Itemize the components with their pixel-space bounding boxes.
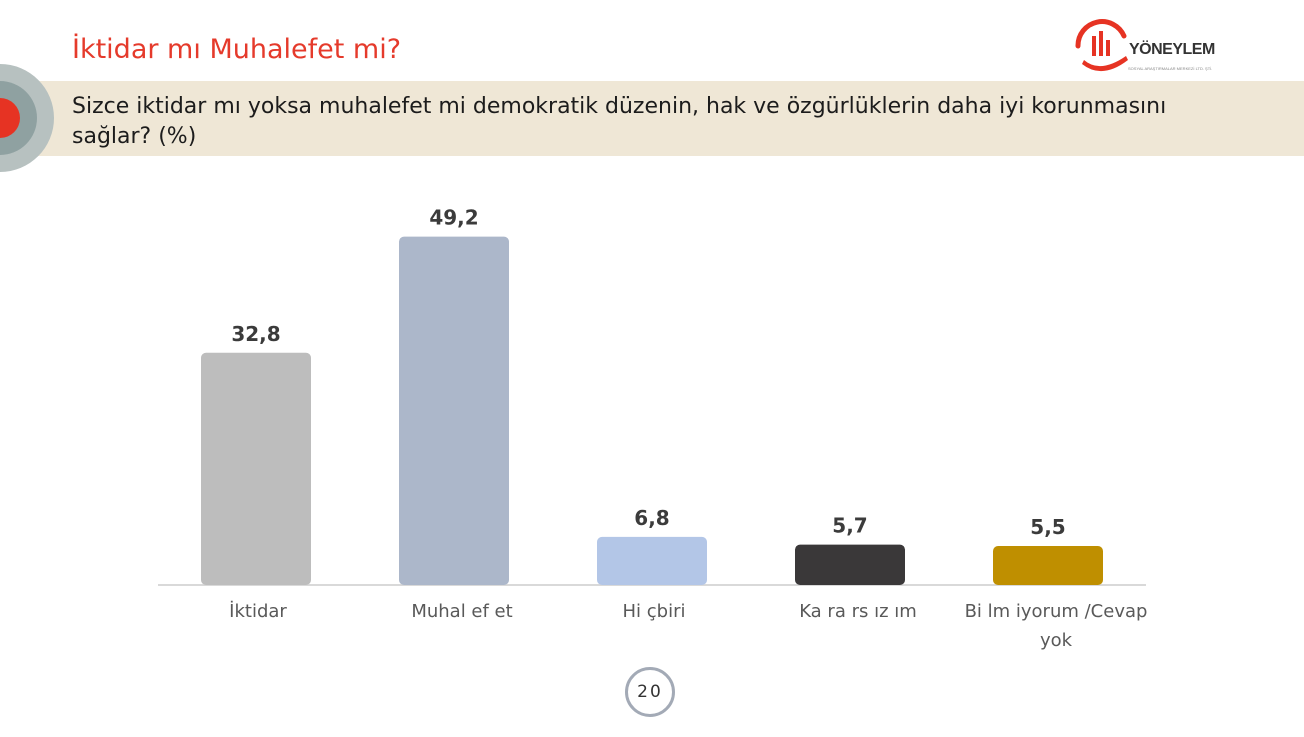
value-label-3: 5,7: [832, 514, 867, 538]
value-label-4: 5,5: [1030, 515, 1065, 539]
question-band: [0, 81, 1304, 156]
target-icon: [0, 64, 54, 172]
page-title: İktidar mı Muhalefet mi?: [72, 34, 402, 65]
value-label-0: 32,8: [231, 322, 280, 346]
value-label-2: 6,8: [634, 506, 669, 530]
category-label-2: Hi çbiri: [623, 601, 686, 622]
question-text: Sizce iktidar mı yoksa muhalefet mi demo…: [72, 94, 1167, 149]
category-label-3: Ka ra rs ız ım: [799, 601, 917, 622]
bar-2: [597, 536, 707, 585]
value-label-1: 49,2: [429, 206, 478, 230]
category-label-4: Bi lm iyorum /Cevap: [965, 601, 1148, 622]
category-label-0: İktidar: [229, 601, 287, 622]
category-label-1: Muhal ef et: [411, 601, 512, 622]
bar-0: [201, 352, 311, 585]
bar-4: [993, 546, 1103, 585]
page-number: 20: [625, 667, 675, 717]
logo-mark: [1075, 19, 1128, 72]
logo-subtitle: SOSYAL ARAŞTIRMALAR MERKEZİ LTD. ŞTİ.: [1128, 66, 1213, 71]
bar-1: [399, 236, 509, 585]
bar-3: [795, 544, 905, 585]
logo-wordmark: YÖNEYLEM: [1129, 41, 1215, 58]
category-label-4-line-1: yok: [1040, 630, 1073, 651]
